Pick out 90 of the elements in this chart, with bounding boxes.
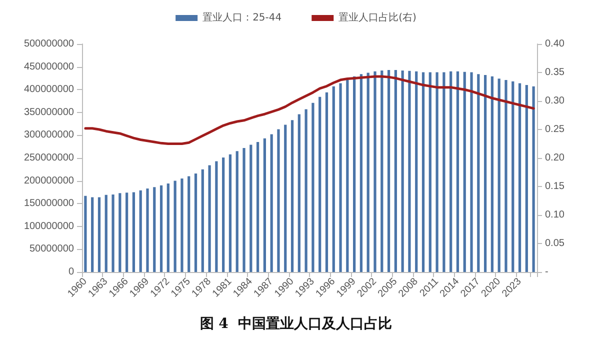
bar	[112, 194, 114, 272]
bar	[222, 158, 225, 272]
bar	[228, 154, 232, 272]
bar	[490, 76, 494, 272]
bar	[146, 188, 149, 272]
bar	[504, 80, 508, 272]
bar	[256, 142, 260, 272]
bar	[318, 96, 322, 272]
bar	[126, 192, 128, 272]
y-tick-label: 250000000	[24, 152, 74, 164]
bar	[374, 71, 376, 272]
bar	[284, 124, 287, 272]
y2-tick-label: 0.10	[545, 210, 565, 220]
bar	[512, 81, 514, 272]
bar	[360, 74, 363, 272]
y-tick-label: 0	[68, 266, 74, 278]
bar	[98, 197, 101, 272]
y2-tick-label: 0.25	[545, 124, 565, 135]
bar	[339, 83, 342, 272]
bar	[518, 83, 522, 272]
bar	[463, 72, 466, 272]
bar	[132, 192, 136, 272]
bar	[277, 129, 280, 272]
bar	[174, 180, 176, 272]
bar	[166, 184, 170, 272]
bar	[298, 114, 300, 272]
legend-label: 置业人口占比(右)	[338, 12, 417, 24]
bar	[153, 187, 156, 272]
bar	[118, 193, 122, 272]
bar	[250, 144, 252, 272]
bar	[215, 161, 218, 272]
bar	[415, 71, 418, 272]
bar	[346, 80, 349, 272]
y-tick-label: 50000000	[30, 244, 74, 255]
y-tick-label: 450000000	[24, 61, 74, 72]
bar	[290, 120, 294, 272]
bar	[387, 70, 390, 272]
bar	[353, 76, 356, 272]
bar	[242, 148, 246, 272]
bar	[201, 169, 204, 272]
bar	[456, 71, 460, 272]
bar	[325, 92, 328, 272]
bar	[194, 174, 198, 272]
bar	[450, 71, 452, 272]
y-tick-label: 150000000	[24, 198, 74, 210]
bar	[532, 86, 535, 272]
bar	[428, 72, 432, 272]
y-tick-label: 300000000	[24, 130, 74, 141]
legend-label: 置业人口：25-44	[202, 12, 282, 24]
y-tick-label: 400000000	[24, 84, 74, 96]
y-tick-label: 350000000	[24, 106, 74, 118]
y2-tick-label: 0.05	[545, 238, 565, 249]
y2-tick-label: 0.35	[545, 67, 565, 78]
y-tick-label: 500000000	[24, 38, 74, 50]
bar	[470, 72, 473, 272]
bar	[366, 72, 370, 272]
bar	[84, 196, 87, 272]
text: 图 4 中国置业人口及人口占比	[200, 316, 392, 332]
bar	[236, 151, 238, 272]
bar	[477, 74, 480, 272]
y2-tick-label: 0.15	[545, 181, 565, 192]
bar	[188, 176, 190, 272]
y-tick-label: 200000000	[24, 175, 74, 186]
bar	[394, 70, 397, 272]
bar	[422, 72, 425, 272]
bar	[332, 86, 335, 272]
y2-tick-label: -	[545, 266, 548, 278]
bar	[401, 70, 404, 272]
bar	[263, 138, 266, 272]
y-tick-label: 100000000	[24, 220, 74, 232]
bar	[380, 70, 384, 272]
bar	[312, 102, 314, 272]
bar	[208, 165, 211, 272]
bar	[304, 109, 308, 272]
bar	[442, 72, 446, 272]
y2-tick-label: 0.30	[545, 96, 565, 106]
bar	[104, 194, 108, 272]
bar	[180, 178, 184, 272]
bar	[498, 78, 500, 272]
bar	[139, 190, 142, 272]
y2-tick-label: 0.40	[545, 38, 565, 50]
bar	[160, 185, 163, 272]
bar	[525, 85, 528, 272]
bar	[484, 75, 487, 272]
bar	[91, 197, 94, 272]
bar	[408, 70, 411, 272]
line-series	[84, 75, 535, 145]
y2-tick-label: 0.20	[545, 152, 565, 164]
bar	[270, 134, 273, 272]
bar	[436, 72, 438, 272]
